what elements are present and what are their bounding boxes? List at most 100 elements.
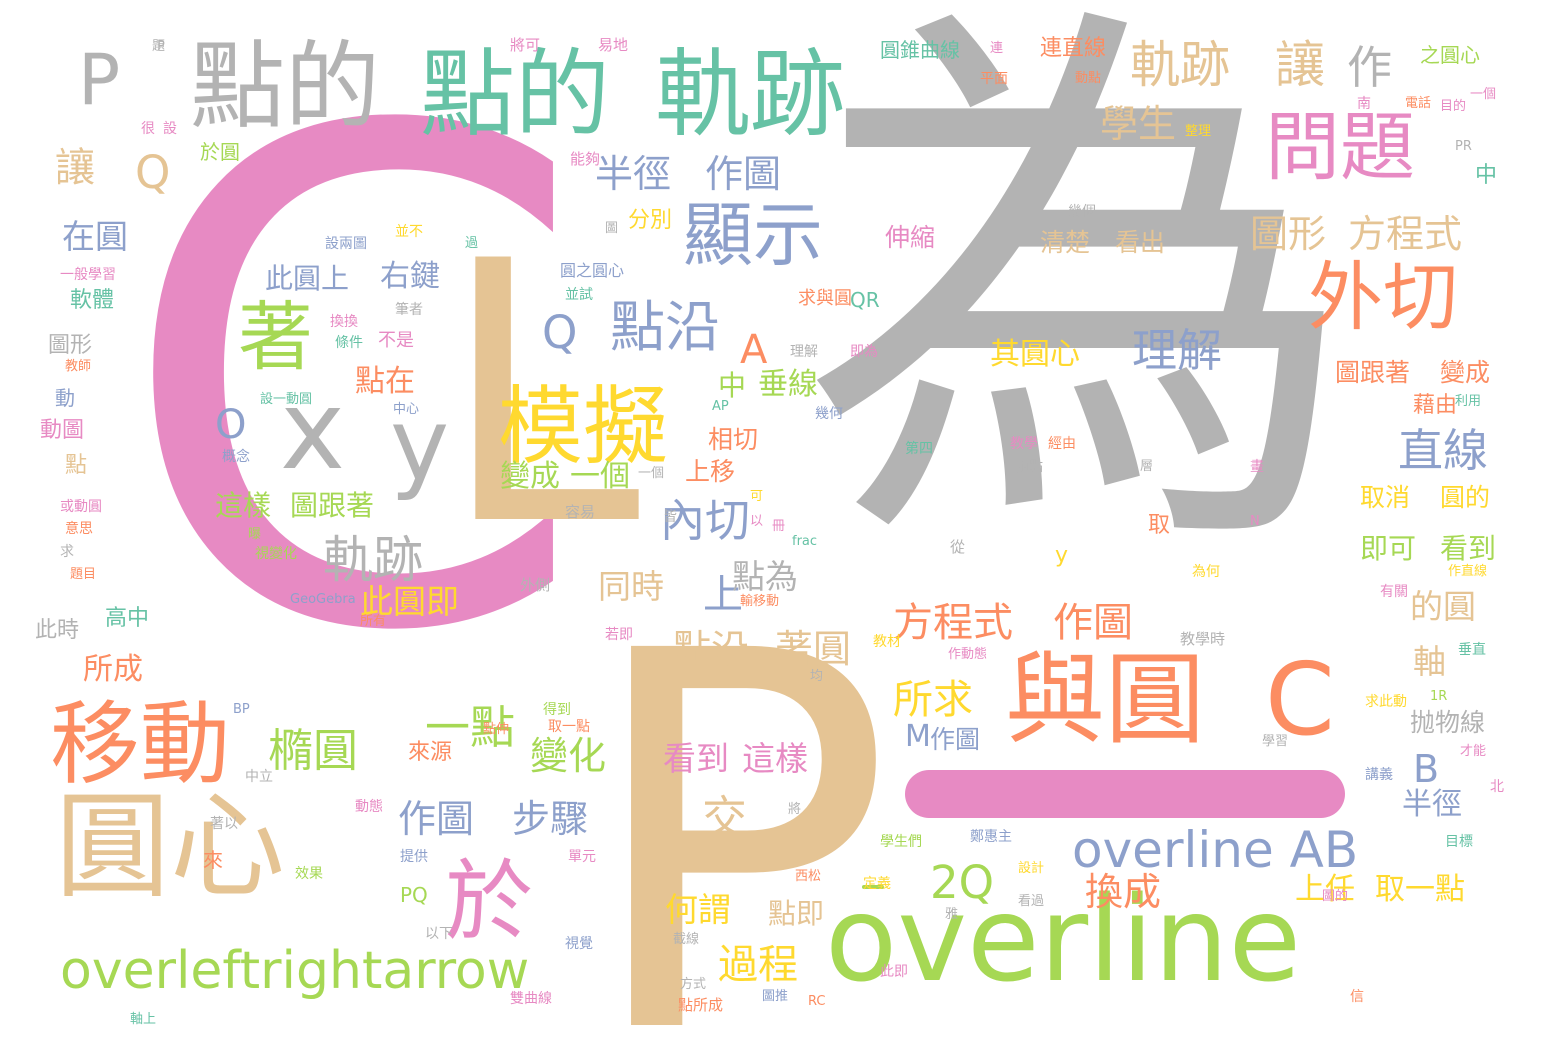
word: 顯示: [683, 194, 823, 276]
word: 中立: [245, 769, 273, 785]
word: 教材: [873, 634, 901, 650]
word: 所成: [83, 652, 143, 687]
word: 若即: [605, 627, 633, 643]
word: 取: [1148, 513, 1171, 538]
word: 高中: [105, 606, 150, 631]
word: 變成: [500, 459, 560, 494]
word: P: [78, 39, 121, 121]
word: 於圓: [200, 140, 240, 164]
word: Q: [135, 146, 171, 199]
word: 求此動: [1365, 694, 1407, 710]
word: 以: [750, 514, 764, 529]
word: 動: [55, 386, 75, 410]
word: 軸上: [130, 1012, 157, 1027]
word: 為: [800, 0, 1360, 616]
word: 點為: [732, 557, 798, 596]
word: 移動: [50, 692, 230, 797]
word: 上移: [685, 457, 736, 486]
word: 過: [465, 236, 479, 251]
word: 此圓即: [360, 582, 459, 621]
word: BP: [233, 702, 250, 717]
word: 並試: [565, 287, 593, 303]
word: 並不: [395, 224, 423, 240]
word: 一個: [570, 459, 630, 494]
word: 目的: [1440, 99, 1467, 114]
word: 單元: [568, 849, 596, 865]
word: 意思: [65, 521, 93, 537]
word: 軌跡: [1130, 36, 1230, 94]
word: 著: [238, 293, 314, 381]
word: 分別: [628, 208, 673, 233]
word: 之圓心: [1420, 43, 1480, 67]
word: 雅: [945, 907, 959, 922]
word: 作動態: [948, 647, 988, 662]
word: 讓: [1275, 36, 1325, 94]
word: 題: [152, 39, 166, 54]
word: 才能: [1460, 744, 1487, 759]
word: 平面: [980, 71, 1008, 87]
word: 設兩圖: [325, 236, 367, 252]
word: 不是: [378, 330, 414, 351]
word: 學生: [1100, 102, 1177, 146]
word: 圖形: [48, 333, 93, 358]
word: 軟體: [70, 288, 115, 313]
word: 的圓: [1410, 587, 1476, 626]
word: 求與圓: [798, 288, 852, 309]
word: 南: [1357, 96, 1371, 112]
word: 圓之圓心: [560, 261, 625, 280]
word: L: [440, 185, 641, 604]
word: 北: [1490, 779, 1504, 795]
word: 點沿: [610, 295, 721, 359]
word: 橢圓: [268, 724, 359, 777]
word: 可: [750, 489, 764, 504]
word: 得到: [543, 702, 571, 718]
word: y: [1055, 543, 1069, 568]
word: 理解: [1132, 324, 1223, 377]
word: 上: [703, 572, 743, 618]
word: 輸移動: [740, 594, 780, 609]
word: 設一動圓: [260, 392, 313, 407]
word: 作圖: [930, 725, 981, 754]
word: 設計: [1018, 861, 1045, 876]
word: 筆者: [395, 302, 423, 318]
word: 或動圓: [60, 499, 102, 515]
word: 易地: [598, 36, 629, 54]
word: 變化: [530, 734, 607, 778]
word: overline AB: [1072, 821, 1359, 879]
word: 圖推: [762, 989, 789, 1004]
word: 整理: [1185, 124, 1212, 139]
word: 第四: [905, 441, 933, 457]
word: 外切: [1308, 253, 1459, 341]
word: PR: [1455, 139, 1472, 154]
word: 即可: [1360, 532, 1417, 565]
word: 很: [141, 121, 155, 137]
word: 講義: [1365, 767, 1393, 783]
word: C: [115, 0, 590, 780]
word: 圓的: [1440, 483, 1491, 512]
word: P: [580, 542, 894, 1052]
word: 以下: [425, 926, 453, 942]
word: QR: [850, 288, 880, 312]
overline-bar-small: [862, 885, 884, 889]
word: AP: [712, 399, 729, 414]
word: P: [157, 39, 165, 54]
word: 直線: [1398, 424, 1489, 477]
word: 軌跡: [323, 531, 423, 589]
word: 外側: [520, 576, 551, 594]
word: 此圓上: [265, 262, 350, 295]
word: 動點: [1075, 71, 1102, 86]
word: 取消: [1360, 483, 1411, 512]
word: 取一點: [1375, 872, 1465, 907]
word: 來源: [408, 740, 453, 765]
word: 點伸: [483, 722, 510, 737]
word: 冊: [772, 519, 786, 534]
word: 讓: [55, 145, 95, 191]
word: 交: [702, 791, 748, 844]
word: 層: [1140, 459, 1154, 474]
word: 一個: [638, 466, 665, 481]
word: 利用: [1455, 394, 1482, 409]
word: 點所成: [678, 996, 724, 1014]
word: 提供: [400, 849, 428, 865]
word: 曝: [248, 527, 262, 542]
